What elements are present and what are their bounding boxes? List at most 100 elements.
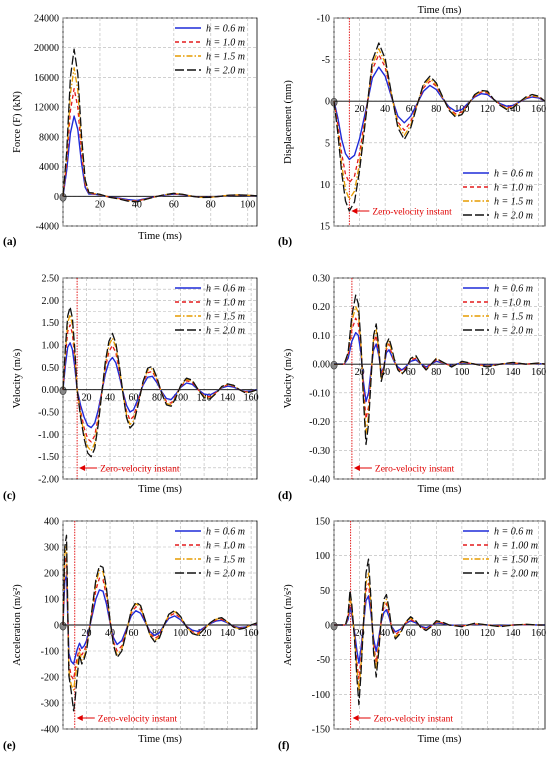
y-tick-label: 16000 [34, 73, 59, 84]
x-tick-label: 60 [406, 367, 416, 378]
legend-label-4: h = 2.0 m [494, 326, 533, 337]
series-line-4 [334, 294, 546, 446]
y-tick-label: 50 [320, 586, 330, 597]
x-tick-label: 100 [173, 628, 188, 639]
x-tick-label: 80 [152, 393, 162, 404]
y-tick-label: 24000 [34, 14, 59, 25]
x-axis-label: Time (ms) [418, 484, 462, 495]
legend-label-2: h = 1.0 m [494, 183, 533, 194]
series-line-1 [62, 115, 258, 202]
legend-label-4: h = 2.0 m [206, 569, 245, 580]
y-tick-label: 1.00 [42, 341, 60, 352]
y-tick-label: 2.50 [42, 274, 60, 285]
legend-label-4: h = 2.0 m [494, 211, 533, 222]
x-tick-label: 60 [406, 628, 416, 639]
legend-label-2: h = 1.00 m [494, 541, 538, 552]
panel-d: -0.40 -0.30 -0.20 -0.10 0.00 0.10 0.20 0.30 20 40… [278, 274, 546, 503]
legend-label-1: h = 0.6 m [494, 284, 533, 295]
legend-label-2: h = 1.0 m [206, 298, 245, 309]
x-tick-label: 120 [197, 628, 212, 639]
y-tick-label: 0.00 [42, 385, 60, 396]
y-tick-label: -150 [312, 725, 330, 736]
y-tick-label: 100 [315, 551, 330, 562]
panel-c: -2.00 -1.50 -1.00 -0.50 0.00 0.50 1.00 1.50 2.00… [3, 274, 259, 503]
series-line-3 [333, 48, 546, 201]
x-tick-label: 20 [82, 628, 92, 639]
y-tick-label: 400 [44, 517, 59, 528]
y-tick-label: 100 [44, 595, 59, 606]
x-tick-label: 60 [129, 628, 139, 639]
panel-f: -150 -100 -50 0 50 100 150 20 40 60 80 100 120 140 160… [278, 517, 546, 753]
x-tick-label: 100 [240, 199, 255, 210]
legend-label-2: h =1.0 m [494, 298, 530, 309]
x-tick-label: 80 [431, 628, 441, 639]
y-tick-label: 0.00 [313, 360, 331, 371]
series-line-4 [62, 534, 258, 712]
x-tick-label: 140 [506, 628, 521, 639]
x-tick-label: 160 [531, 628, 546, 639]
x-tick-label: 80 [206, 199, 216, 210]
y-tick-label: 12000 [34, 103, 59, 114]
x-tick-label: 40 [380, 367, 390, 378]
y-tick-label: 0 [325, 97, 330, 108]
y-tick-label: 5 [325, 138, 330, 149]
x-axis-label: Time (ms) [418, 734, 462, 745]
annotation-label: Zero-velocity instant [375, 465, 455, 475]
panel-a: -4000 0 4000 8000 12000 16000 20000 24000 20 40 60… [3, 14, 258, 248]
y-tick-label: 1.50 [42, 318, 60, 329]
y-tick-label: 20000 [34, 43, 59, 54]
y-tick-label: -0.10 [309, 388, 330, 399]
y-tick-label: -300 [41, 699, 59, 710]
legend: h = 0.6 m h =1.0 m h = 1.5 m h = 2.0 m [463, 284, 533, 337]
x-tick-label: 160 [244, 628, 259, 639]
y-axis-label: Force (F) (kN) [12, 91, 23, 153]
y-tick-label: -0.50 [38, 408, 59, 419]
y-tick-label: 0.30 [313, 274, 331, 285]
panel-label: (e) [3, 740, 16, 752]
series-line-1 [62, 574, 258, 665]
y-tick-label: -4000 [36, 222, 59, 233]
series-line-1 [333, 66, 546, 161]
legend-label-1: h = 0.6 m [206, 527, 245, 538]
x-tick-label: 160 [531, 104, 546, 115]
x-tick-label: 80 [431, 367, 441, 378]
y-tick-label: 0 [325, 621, 330, 632]
x-axis-label: Time (ms) [138, 484, 182, 495]
plot-frame [333, 17, 546, 227]
y-tick-label: 2.00 [42, 296, 60, 307]
y-tick-label: -50 [317, 655, 330, 666]
y-tick-label: -0.20 [309, 417, 330, 428]
y-tick-label: 0 [54, 621, 59, 632]
panel-label: (a) [3, 236, 17, 248]
series-line-2 [333, 53, 546, 184]
panel-label: (d) [278, 490, 292, 502]
annotation-label: Zero-velocity instant [98, 715, 178, 725]
x-tick-label: 20 [355, 367, 365, 378]
y-axis-label: Acceleration (m/s²) [283, 584, 294, 666]
x-tick-label: 100 [173, 393, 188, 404]
y-tick-label: -400 [41, 725, 59, 736]
y-tick-label: 8000 [39, 132, 59, 143]
legend-label-3: h = 1.50 m [494, 555, 538, 566]
legend-label-3: h = 1.5 m [494, 197, 533, 208]
legend-label-1: h = 0.6 m [494, 169, 533, 180]
y-tick-label: -1.00 [38, 430, 59, 441]
y-tick-label: -2.00 [38, 475, 59, 486]
x-tick-label: 80 [431, 104, 441, 115]
panel-label: (b) [278, 236, 292, 248]
legend: h = 0.6 m h = 1.0 m h = 1.5 m h = 2.0 m [463, 169, 533, 222]
x-axis-label: Time (ms) [138, 734, 182, 745]
x-tick-label: 20 [95, 199, 105, 210]
x-tick-label: 120 [480, 628, 495, 639]
annotation-label: Zero-velocity instant [372, 208, 452, 218]
y-tick-label: 4000 [39, 162, 59, 173]
series-line-4 [333, 42, 546, 212]
x-tick-label: 40 [105, 628, 115, 639]
legend-label-1: h = 0.6 m [494, 527, 533, 538]
x-tick-label: 20 [355, 628, 365, 639]
annotation-arrowhead [351, 208, 358, 214]
series-line-4 [334, 558, 545, 706]
x-tick-label: 120 [480, 367, 495, 378]
